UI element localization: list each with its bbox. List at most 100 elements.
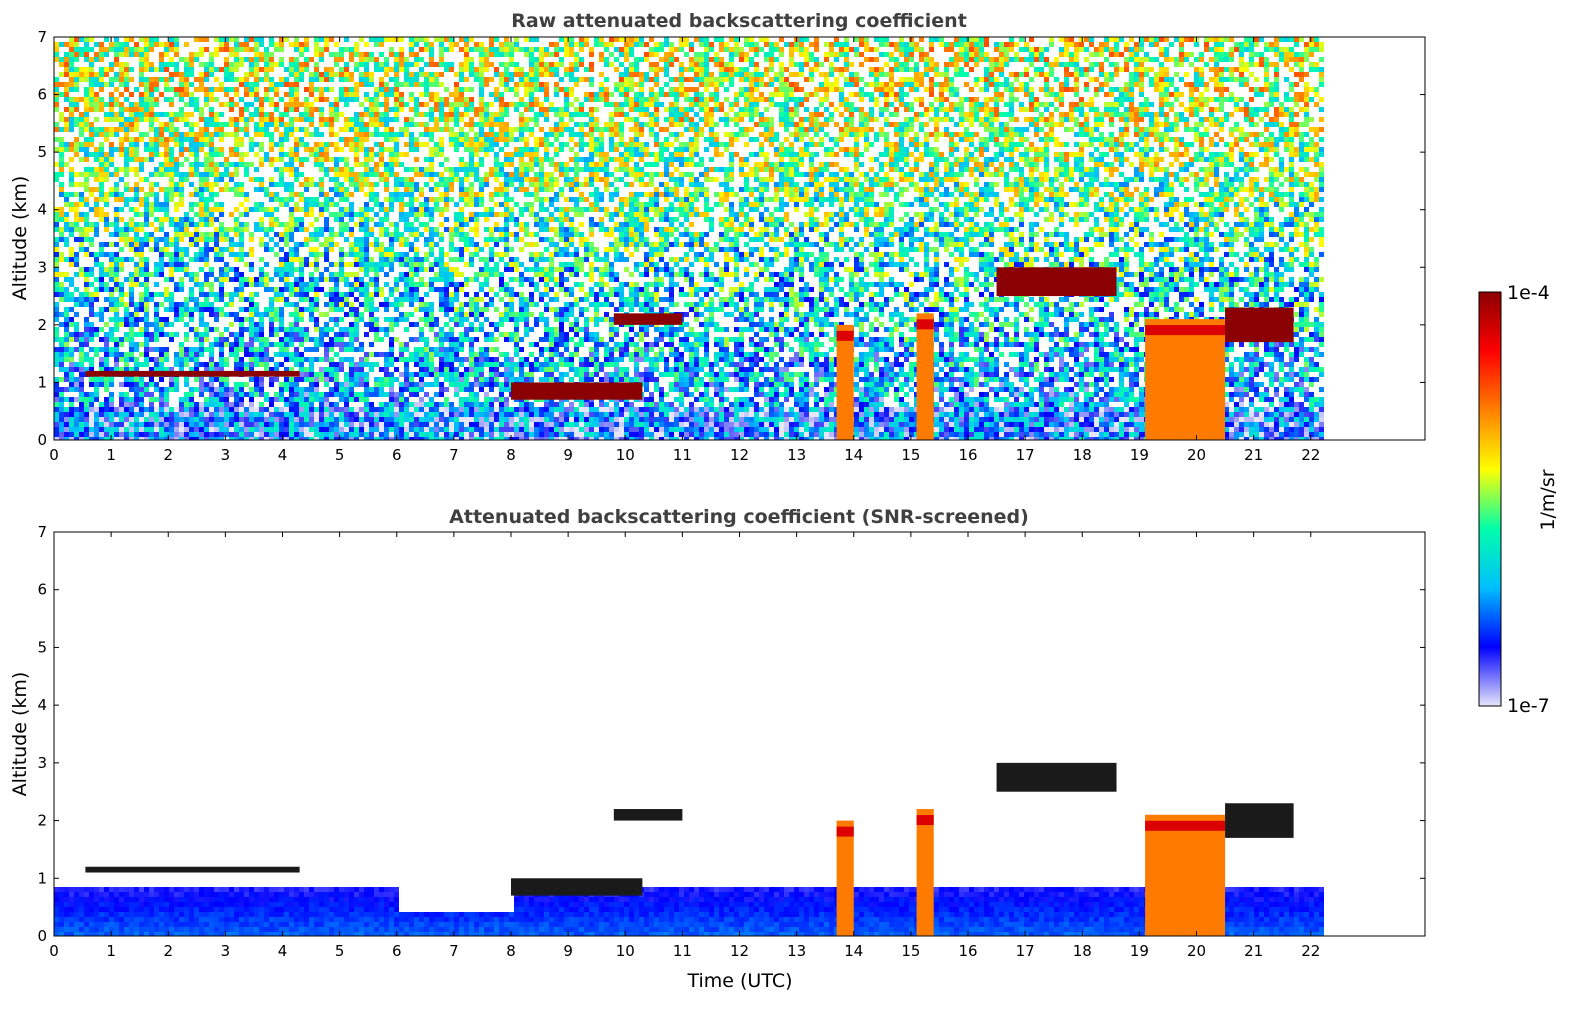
x-tick-label: 8 [506, 446, 516, 464]
x-tick-label: 7 [449, 942, 459, 960]
x-tick-label: 15 [901, 942, 920, 960]
x-tick-label: 17 [1016, 942, 1035, 960]
x-tick-label: 13 [787, 942, 806, 960]
colorbar: 1e-4 1e-7 1/m/sr [1478, 282, 1559, 717]
panel-screened-title: Attenuated backscattering coefficient (S… [449, 506, 1029, 528]
x-tick-label: 1 [106, 446, 116, 464]
x-tick-label: 19 [1130, 446, 1149, 464]
x-tick-label: 22 [1301, 942, 1320, 960]
panel-screened-x-axis: 0 1 2 3 4 5 6 7 8 9 10 11 12 13 14 15 16 17 18 19 20 21 22 [49, 532, 1320, 960]
colorbar-unit-label: 1/m/sr [1537, 469, 1559, 530]
precip-column [836, 324, 854, 440]
colorbar-gradient [1478, 291, 1502, 707]
x-tick-label: 9 [563, 942, 573, 960]
panel-screened-y-axis: 0 1 2 3 4 5 6 7 [37, 523, 1425, 945]
x-tick-label: 11 [673, 446, 692, 464]
x-tick-label: 10 [616, 446, 635, 464]
y-tick-label: 1 [37, 373, 47, 391]
y-tick-label: 4 [37, 696, 47, 714]
x-tick-label: 0 [49, 446, 59, 464]
x-tick-label: 17 [1016, 446, 1035, 464]
x-tick-label: 3 [221, 446, 231, 464]
precip-column-top [1145, 325, 1226, 336]
y-tick-label: 5 [37, 143, 47, 161]
y-tick-label: 6 [37, 581, 47, 599]
x-tick-label: 18 [1073, 446, 1092, 464]
x-tick-label: 21 [1244, 446, 1263, 464]
x-tick-label: 11 [673, 942, 692, 960]
x-tick-label: 15 [901, 446, 920, 464]
precip-column-top [916, 815, 934, 826]
y-tick-label: 2 [37, 812, 47, 830]
panel-raw: Raw attenuated backscattering coefficien… [9, 10, 1426, 464]
y-tick-label: 0 [37, 431, 47, 449]
panel-screened-xlabel: Time (UTC) [686, 970, 792, 992]
y-tick-label: 4 [37, 201, 47, 219]
panel-screened-ylabel: Altitude (km) [9, 672, 31, 797]
panel-raw-y-axis: 0 1 2 3 4 5 6 7 [37, 28, 1425, 449]
cloud-layer [85, 866, 300, 873]
x-tick-label: 5 [335, 942, 345, 960]
x-tick-label: 0 [49, 942, 59, 960]
cloud-layer [1225, 803, 1294, 838]
precip-column [916, 313, 934, 440]
cloud-layer [85, 370, 300, 377]
x-tick-label: 12 [730, 446, 749, 464]
cloud-layer [996, 762, 1117, 792]
precip-column [1145, 814, 1226, 936]
cloud-layer [511, 382, 643, 400]
cloud-layer [511, 878, 643, 896]
x-tick-label: 2 [163, 942, 173, 960]
panel-raw-title: Raw attenuated backscattering coefficien… [511, 10, 967, 32]
panel-screened-heatmap [54, 762, 1324, 936]
x-tick-label: 2 [163, 446, 173, 464]
y-tick-label: 3 [37, 754, 47, 772]
x-tick-label: 18 [1073, 942, 1092, 960]
x-tick-label: 19 [1130, 942, 1149, 960]
y-tick-label: 7 [37, 523, 47, 541]
x-tick-label: 8 [506, 942, 516, 960]
x-tick-label: 16 [958, 942, 977, 960]
cloud-layer [1225, 307, 1294, 343]
precip-column-top [1145, 820, 1226, 831]
x-tick-label: 3 [221, 942, 231, 960]
precip-column [836, 820, 854, 936]
x-tick-label: 9 [563, 446, 573, 464]
panel-screened: Attenuated backscattering coefficient (S… [9, 506, 1426, 992]
cloud-layer [613, 809, 683, 821]
precip-column-top [916, 319, 934, 330]
y-tick-label: 7 [37, 28, 47, 46]
panel-raw-x-axis: 0 1 2 3 4 5 6 7 8 9 10 11 12 13 14 15 16 17 18 19 20 21 22 [49, 37, 1320, 464]
y-tick-label: 2 [37, 316, 47, 334]
panel-raw-heatmap [54, 37, 1324, 440]
x-tick-label: 13 [787, 446, 806, 464]
x-tick-label: 20 [1187, 446, 1206, 464]
x-tick-label: 6 [392, 942, 402, 960]
y-tick-label: 3 [37, 258, 47, 276]
x-tick-label: 22 [1301, 446, 1320, 464]
y-tick-label: 1 [37, 869, 47, 887]
x-tick-label: 12 [730, 942, 749, 960]
y-tick-label: 6 [37, 86, 47, 104]
colorbar-min-label: 1e-7 [1507, 695, 1550, 717]
x-tick-label: 16 [958, 446, 977, 464]
x-tick-label: 20 [1187, 942, 1206, 960]
x-tick-label: 14 [844, 446, 863, 464]
x-tick-label: 4 [278, 942, 288, 960]
panel-raw-ylabel: Altitude (km) [9, 176, 31, 301]
colorbar-max-label: 1e-4 [1507, 282, 1550, 304]
precip-column [916, 809, 934, 936]
x-tick-label: 10 [616, 942, 635, 960]
y-tick-label: 5 [37, 638, 47, 656]
cloud-layer [613, 313, 683, 325]
cloud-layer [996, 267, 1117, 297]
precip-column [1145, 319, 1226, 440]
x-tick-label: 6 [392, 446, 402, 464]
precip-column-top [836, 826, 854, 837]
x-tick-label: 1 [106, 942, 116, 960]
x-tick-label: 21 [1244, 942, 1263, 960]
y-tick-label: 0 [37, 927, 47, 945]
x-tick-label: 4 [278, 446, 288, 464]
precip-column-top [836, 330, 854, 341]
